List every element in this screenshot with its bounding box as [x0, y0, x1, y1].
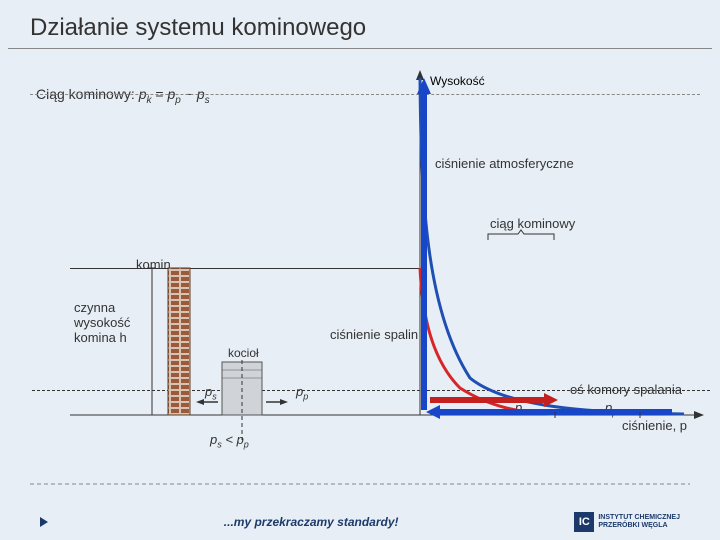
- footer-text: ...my przekraczamy standardy!: [224, 515, 399, 529]
- footer: ...my przekraczamy standardy! IC INSTYTU…: [0, 512, 720, 532]
- footer-triangle-icon: [40, 517, 48, 527]
- diagram-svg: [0, 0, 720, 540]
- footer-logo: IC INSTYTUT CHEMICZNEJ PRZERÓBKI WĘGLA: [574, 512, 680, 532]
